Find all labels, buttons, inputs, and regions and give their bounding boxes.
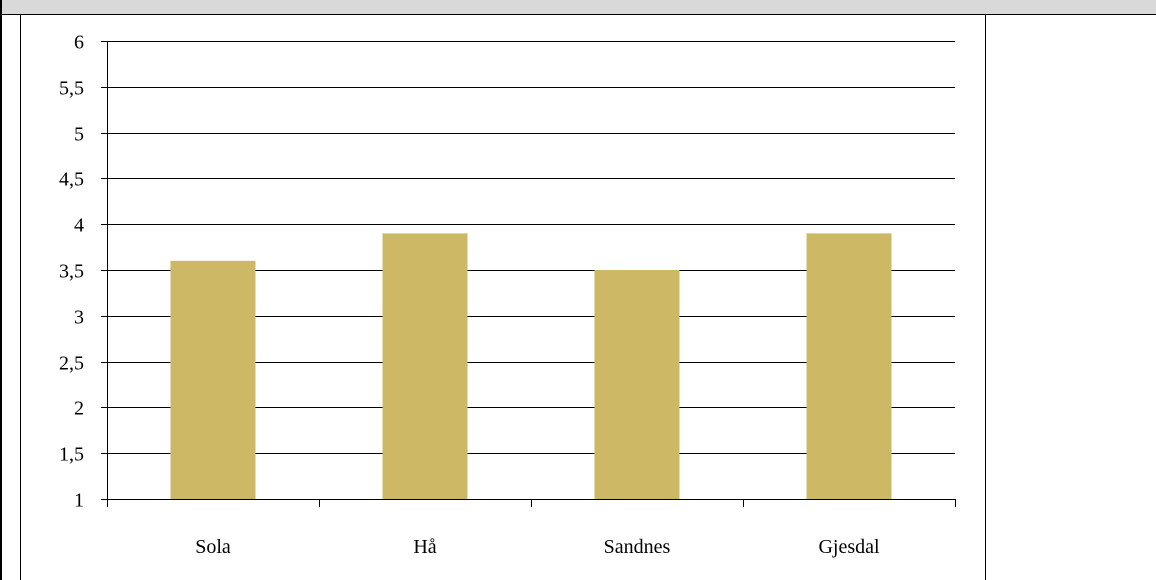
y-tick-labels: 1 1,5 2 2,5 3 3,5 4 4,5 5 5,5 6 (59, 32, 84, 512)
y-tick-label: 4 (74, 215, 84, 237)
y-tick-label: 1,5 (59, 444, 84, 466)
bar (170, 260, 256, 499)
x-tick-label: Gjesdal (818, 536, 880, 558)
chart-frame (20, 14, 986, 580)
x-tick-label: Sandnes (604, 536, 671, 558)
y-tick-label: 5,5 (59, 78, 84, 100)
y-tick-label: 6 (74, 32, 84, 54)
bar (594, 270, 680, 499)
y-tick-label: 5 (74, 124, 84, 146)
top-strip (0, 0, 1156, 15)
bar (382, 233, 468, 500)
bars (170, 233, 892, 500)
y-tick-label: 3,5 (59, 261, 84, 283)
left-border (0, 0, 2, 580)
y-tick-label: 3 (74, 307, 84, 329)
bar (806, 233, 892, 500)
x-tick-label: Sola (195, 536, 231, 558)
y-tick-label: 2,5 (59, 353, 84, 375)
x-tick-label: Hå (413, 536, 436, 558)
axes (101, 41, 956, 507)
x-tick-labels: Sola Hå Sandnes Gjesdal (195, 536, 880, 558)
y-tick-label: 1 (74, 490, 84, 512)
y-tick-label: 4,5 (59, 169, 84, 191)
y-tick-label: 2 (74, 398, 84, 420)
